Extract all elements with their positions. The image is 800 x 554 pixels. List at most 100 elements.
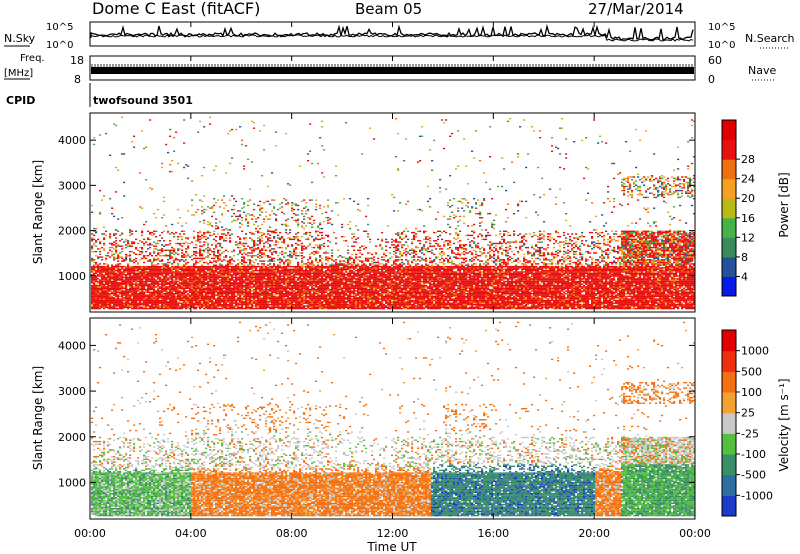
heatmap-cell — [257, 293, 260, 295]
heatmap-cell — [119, 301, 122, 303]
heatmap-cell — [107, 274, 110, 276]
heatmap-cell — [219, 263, 222, 265]
heatmap-cell — [99, 134, 102, 136]
heatmap-cell — [251, 255, 254, 257]
heatmap-cell — [273, 302, 276, 304]
heatmap-cell — [311, 223, 314, 226]
heatmap-cell — [113, 303, 116, 306]
heatmap-cell — [269, 218, 272, 220]
heatmap-cell — [259, 291, 262, 293]
heatmap-cell — [201, 297, 204, 299]
heatmap-cell — [311, 276, 314, 279]
heatmap-cell — [303, 207, 306, 209]
heatmap-cell — [183, 287, 186, 289]
heatmap-cell — [233, 294, 236, 296]
heatmap-cell — [267, 246, 270, 249]
heatmap-cell — [215, 265, 218, 268]
heatmap-cell — [303, 298, 306, 300]
freq-tick-top: 18 — [70, 54, 84, 67]
heatmap-cell — [111, 267, 114, 269]
heatmap-cell — [91, 291, 94, 293]
heatmap-cell — [331, 256, 334, 258]
heatmap-cell — [191, 279, 194, 281]
heatmap-cell — [219, 307, 222, 310]
heatmap-cell — [273, 291, 276, 293]
heatmap-cell — [157, 294, 160, 296]
heatmap-cell — [223, 303, 226, 306]
heatmap-cell — [245, 269, 248, 272]
heatmap-cell — [227, 295, 230, 298]
heatmap-cell — [251, 286, 254, 288]
heatmap-cell — [95, 276, 98, 279]
heatmap-cell — [321, 213, 324, 215]
heatmap-cell — [237, 236, 240, 238]
heatmap-cell — [203, 195, 206, 197]
heatmap-cell — [277, 295, 280, 298]
heatmap-cell — [283, 305, 286, 307]
heatmap-cell — [147, 268, 150, 270]
heatmap-cell — [177, 267, 180, 269]
heatmap-cell — [115, 166, 118, 169]
heatmap-cell — [145, 276, 148, 279]
heatmap-cell — [273, 265, 276, 268]
heatmap-cell — [241, 306, 244, 308]
heatmap-cell — [239, 276, 242, 279]
heatmap-cell — [217, 271, 220, 273]
heatmap-cell — [317, 280, 320, 283]
heatmap-cell — [221, 246, 224, 249]
heatmap-cell — [307, 283, 310, 285]
heatmap-cell — [267, 297, 270, 299]
heatmap-cell — [177, 307, 180, 310]
heatmap-cell — [205, 265, 208, 268]
heatmap-cell — [327, 307, 330, 310]
heatmap-cell — [269, 282, 272, 284]
heatmap-cell — [327, 294, 330, 296]
heatmap-cell — [179, 276, 182, 279]
heatmap-cell — [137, 267, 140, 269]
heatmap-cell — [97, 301, 100, 303]
heatmap-cell — [103, 274, 106, 276]
heatmap-cell — [277, 275, 280, 277]
beam-title: Beam 05 — [355, 0, 422, 18]
heatmap-cell — [247, 264, 250, 266]
heatmap-cell — [295, 237, 298, 239]
heatmap-cell — [173, 275, 176, 277]
heatmap-cell — [209, 283, 212, 285]
heatmap-cell — [319, 284, 322, 287]
heatmap-cell — [231, 274, 234, 276]
heatmap-cell — [319, 222, 322, 224]
heatmap-cell — [189, 291, 192, 293]
heatmap-cell — [93, 279, 96, 281]
heatmap-cell — [125, 280, 128, 283]
heatmap-cell — [161, 259, 164, 261]
heatmap-cell — [173, 287, 176, 289]
heatmap-cell — [103, 279, 106, 281]
heatmap-cell — [251, 246, 254, 249]
heatmap-cell — [147, 255, 150, 257]
heatmap-cell — [171, 307, 174, 310]
heatmap-cell — [139, 302, 142, 304]
heatmap-cell — [331, 283, 334, 285]
heatmap-cell — [307, 295, 310, 298]
heatmap-cell — [275, 219, 278, 222]
heatmap-cell — [171, 306, 174, 308]
heatmap-cell — [231, 221, 234, 223]
heatmap-cell — [99, 256, 102, 258]
heatmap-cell — [109, 279, 112, 281]
heatmap-cell — [211, 272, 214, 275]
heatmap-cell — [111, 299, 114, 302]
heatmap-cell — [263, 307, 266, 310]
heatmap-cell — [297, 231, 300, 234]
heatmap-cell — [301, 210, 304, 212]
heatmap-cell — [297, 214, 300, 216]
heatmap-cell — [243, 242, 246, 245]
heatmap-cell — [191, 306, 194, 308]
heatmap-cell — [207, 282, 210, 284]
heatmap-cell — [241, 267, 244, 269]
heatmap-cell — [289, 288, 292, 291]
heatmap-cell — [181, 306, 184, 308]
heatmap-cell — [187, 272, 190, 275]
heatmap-cell — [269, 265, 272, 268]
heatmap-cell — [101, 286, 104, 288]
heatmap-cell — [153, 299, 156, 302]
